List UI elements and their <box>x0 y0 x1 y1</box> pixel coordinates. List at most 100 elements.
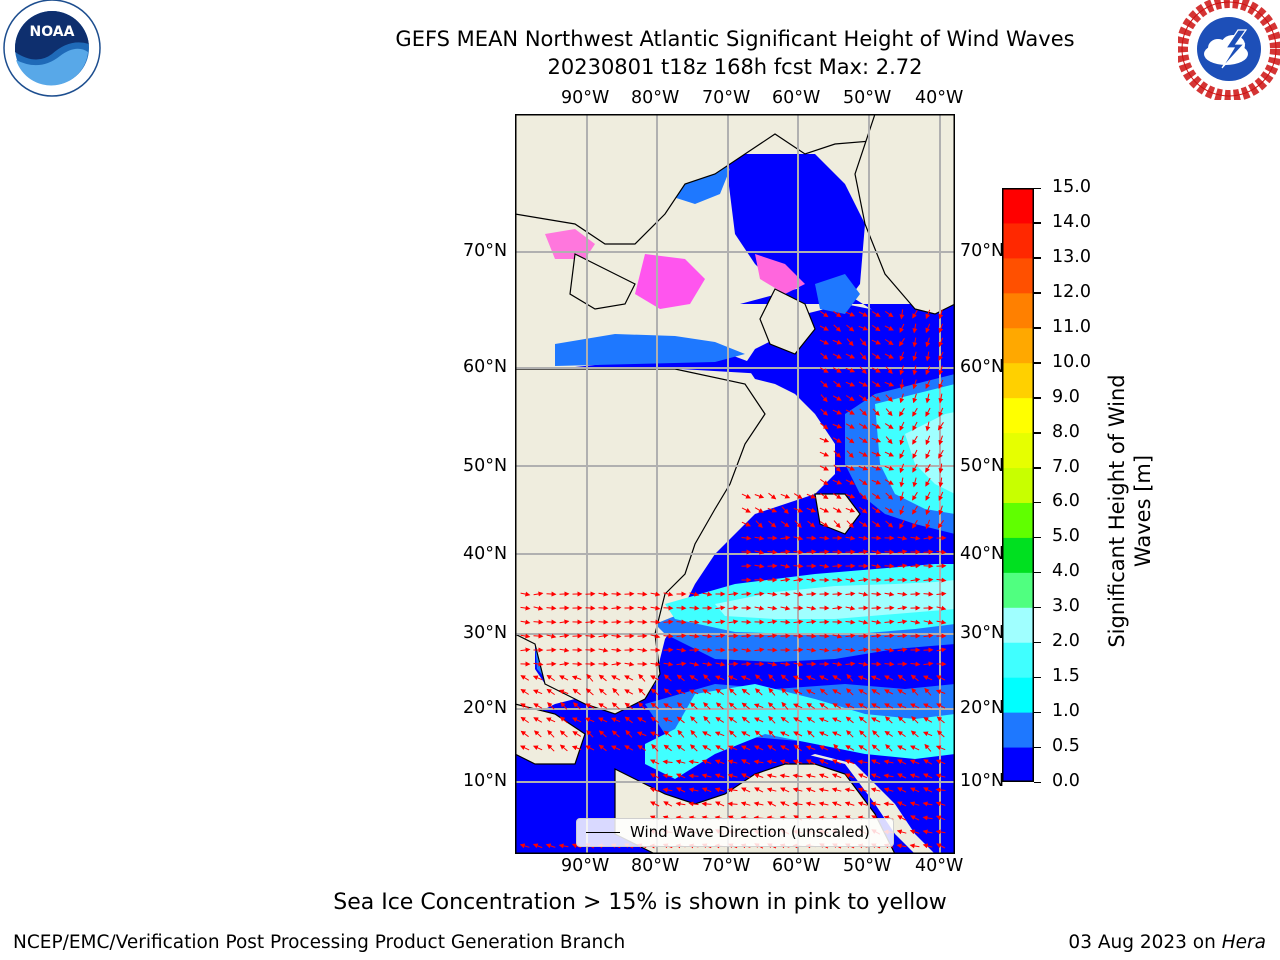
wind-wave-arrow <box>741 716 750 724</box>
wind-wave-arrow <box>533 717 543 723</box>
wind-wave-arrow <box>833 743 841 752</box>
wind-wave-arrow <box>910 577 921 583</box>
wind-wave-arrow <box>806 549 817 555</box>
wind-wave-arrow <box>611 730 620 738</box>
wind-wave-arrow <box>624 745 634 751</box>
wind-wave-arrow <box>831 759 842 765</box>
wind-wave-arrow <box>546 591 557 597</box>
wind-wave-arrow <box>545 717 556 723</box>
wind-wave-arrow <box>689 744 698 752</box>
wind-wave-arrow <box>781 506 789 515</box>
wind-wave-arrow <box>909 787 920 793</box>
wind-wave-arrow <box>663 661 674 667</box>
wind-wave-arrow <box>925 337 931 348</box>
wind-wave-arrow <box>637 647 648 653</box>
wind-wave-arrow <box>754 507 764 513</box>
wind-wave-arrow <box>870 759 881 765</box>
wind-wave-arrow <box>871 563 882 569</box>
wind-wave-arrow <box>559 744 568 752</box>
wind-wave-arrow <box>611 633 622 639</box>
wind-wave-arrow <box>727 801 738 807</box>
wind-wave-arrow <box>897 716 906 724</box>
wind-wave-arrow <box>897 535 908 541</box>
wind-wave-arrow <box>676 674 685 682</box>
wind-wave-arrow <box>741 591 752 597</box>
wind-wave-arrow <box>649 731 660 737</box>
wind-wave-arrow <box>845 381 856 387</box>
wind-wave-arrow <box>807 730 815 738</box>
wind-wave-arrow <box>520 647 531 653</box>
wind-wave-arrow <box>806 493 817 499</box>
wind-wave-arrow <box>912 449 918 459</box>
colorbar-title-line2: Waves [m] <box>1131 454 1155 568</box>
wind-wave-arrow <box>832 367 842 373</box>
wind-wave-arrow <box>780 535 791 541</box>
wind-wave-arrow <box>871 633 882 639</box>
wind-wave-arrow <box>650 591 661 597</box>
wind-wave-arrow <box>846 688 854 696</box>
wind-wave-arrow <box>845 647 856 653</box>
wind-wave-arrow <box>532 689 543 695</box>
wind-wave-arrow <box>754 605 765 611</box>
wind-wave-arrow <box>676 661 687 667</box>
wind-wave-arrow <box>792 759 803 765</box>
wind-wave-arrow <box>938 365 944 376</box>
colorbar-tick-label: 7.0 <box>1052 456 1080 477</box>
wind-wave-arrow <box>922 815 933 821</box>
colorbar-tick-mark <box>1034 571 1041 574</box>
wind-wave-arrow <box>858 591 869 597</box>
wind-wave-arrow <box>845 577 856 583</box>
wind-wave-arrow <box>753 773 764 779</box>
wind-wave-arrow <box>832 577 843 583</box>
wind-wave-arrow <box>925 351 931 362</box>
wind-wave-arrow <box>520 675 530 681</box>
wind-wave-arrow <box>912 379 918 390</box>
wind-wave-arrow <box>859 408 868 416</box>
wind-wave-arrow <box>845 619 856 625</box>
wind-wave-arrow <box>792 801 803 807</box>
wind-wave-arrow <box>728 702 737 710</box>
colorbar-tick-mark <box>1034 711 1041 714</box>
wind-wave-arrow <box>754 493 765 499</box>
colorbar-cell <box>1002 188 1034 224</box>
wind-wave-arrow <box>845 716 854 724</box>
wind-wave-arrow <box>598 591 609 597</box>
wind-wave-arrow <box>925 435 931 446</box>
wind-wave-arrow <box>859 730 867 738</box>
wind-wave-arrow <box>779 787 790 793</box>
lat-label-left-60n: 60°N <box>463 357 508 377</box>
wind-wave-arrow <box>702 591 713 597</box>
wind-wave-arrow <box>585 605 596 611</box>
wind-wave-arrow <box>585 591 596 597</box>
wind-wave-arrow <box>923 661 934 667</box>
wind-wave-arrow <box>844 773 855 779</box>
colorbar-cell <box>1002 222 1034 259</box>
wind-wave-arrow <box>793 647 804 653</box>
wind-wave-arrow <box>897 773 907 779</box>
colorbar-tick-mark <box>1034 467 1041 469</box>
wind-wave-arrow <box>871 605 882 611</box>
wind-wave-arrow <box>884 689 894 695</box>
wind-wave-arrow <box>650 633 661 639</box>
wind-wave-arrow <box>767 619 778 625</box>
wind-wave-arrow <box>844 787 855 793</box>
wind-wave-arrow <box>846 338 854 347</box>
wind-wave-arrow <box>845 605 856 611</box>
wind-wave-arrow <box>923 759 933 765</box>
wind-wave-arrow <box>728 730 737 738</box>
wind-wave-arrow <box>690 729 698 738</box>
wind-wave-arrow <box>559 619 570 625</box>
wind-wave-arrow <box>871 619 882 625</box>
wind-wave-arrow <box>937 520 945 529</box>
wind-wave-arrow <box>844 703 855 709</box>
wind-wave-arrow <box>846 673 854 682</box>
wind-wave-arrow <box>912 351 918 362</box>
wind-wave-arrow <box>832 549 843 555</box>
wind-wave-arrow <box>586 673 594 682</box>
wind-wave-arrow <box>871 311 881 318</box>
lat-label-left-40n: 40°N <box>463 544 508 564</box>
wind-wave-arrow <box>663 744 672 752</box>
wind-wave-arrow <box>832 353 842 359</box>
wind-wave-arrow <box>936 703 946 709</box>
colorbar-cell <box>1002 712 1034 748</box>
